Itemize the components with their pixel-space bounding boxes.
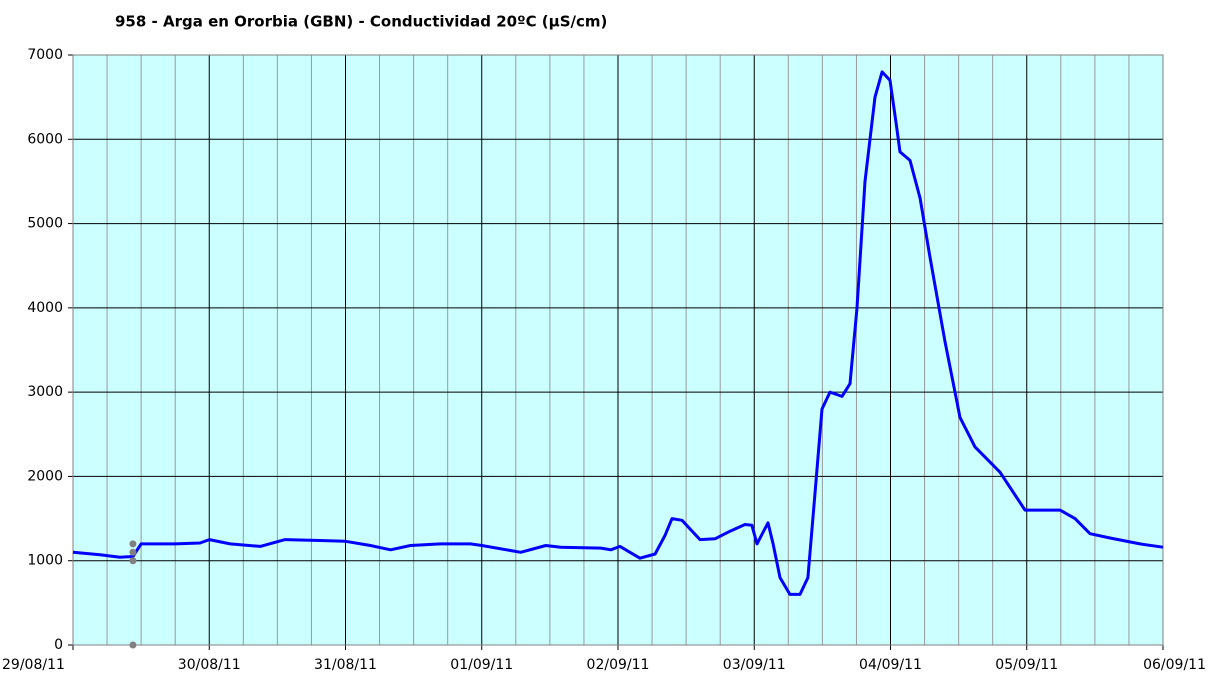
x-tick-label: 05/09/11 (995, 657, 1058, 673)
x-tick-label: 29/08/11 (2, 657, 65, 673)
y-tick-label: 5000 (27, 216, 63, 232)
x-tick-label: 02/09/11 (587, 657, 650, 673)
marker (129, 540, 137, 548)
y-tick-label: 3000 (27, 384, 63, 400)
y-tick-label: 0 (54, 637, 63, 653)
data-line (72, 70, 1164, 596)
y-tick-label: 4000 (27, 300, 63, 316)
chart-title: 958 - Arga en Ororbia (GBN) - Conductivi… (115, 13, 607, 31)
y-tick-label: 2000 (27, 468, 63, 484)
plot-border (72, 54, 1164, 646)
x-tick-label: 03/09/11 (723, 657, 786, 673)
y-tick-label: 6000 (27, 131, 63, 147)
marker (129, 548, 137, 556)
x-tick-label: 01/09/11 (450, 657, 513, 673)
x-tick-label: 04/09/11 (859, 657, 922, 673)
y-tick-label: 1000 (27, 553, 63, 569)
y-tick-label: 7000 (27, 47, 63, 63)
marker (129, 557, 137, 565)
marker (129, 641, 137, 649)
x-tick-label: 31/08/11 (314, 657, 377, 673)
x-tick-label: 30/08/11 (178, 657, 241, 673)
x-tick-label: 06/09/11 (1143, 657, 1206, 673)
